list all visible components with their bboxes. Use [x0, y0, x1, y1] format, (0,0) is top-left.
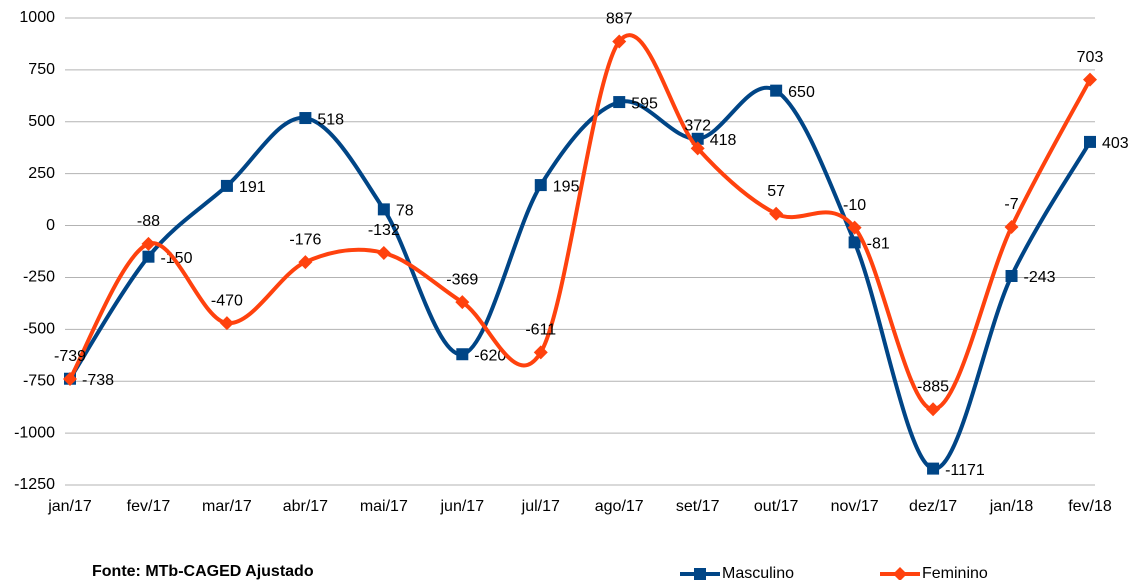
data-label: 595 [631, 95, 658, 112]
y-tick-label: -500 [23, 321, 55, 338]
y-tick-label: -750 [23, 372, 55, 389]
data-label: -738 [82, 372, 114, 389]
x-tick-label: out/17 [754, 498, 799, 515]
data-label: -620 [474, 347, 506, 364]
marker [1004, 220, 1019, 235]
data-label: -10 [843, 197, 866, 214]
series: -738-15019151878-620195595418650-81-1171… [64, 84, 1129, 479]
marker [770, 84, 783, 97]
marker [613, 96, 626, 109]
marker [534, 179, 547, 192]
legend-item: Masculino [680, 565, 794, 580]
x-tick-label: nov/17 [831, 498, 879, 515]
marker [219, 316, 234, 331]
marker [848, 236, 861, 249]
marker [455, 295, 470, 310]
marker [456, 348, 469, 361]
legend-label: Feminino [922, 565, 988, 580]
data-label: -88 [137, 213, 160, 230]
data-label: 403 [1102, 135, 1129, 152]
y-tick-label: 1000 [19, 9, 55, 26]
legend-label: Masculino [722, 565, 794, 580]
data-label: 518 [317, 111, 344, 128]
y-tick-label: 500 [28, 113, 55, 130]
x-tick-label: ago/17 [595, 498, 644, 515]
marker [142, 250, 155, 263]
data-label: -132 [368, 222, 400, 239]
x-tick-label: fev/18 [1068, 498, 1112, 515]
data-label: 195 [553, 178, 580, 195]
marker [612, 34, 627, 49]
marker [141, 236, 156, 251]
marker [690, 141, 705, 156]
y-tick-label: -1250 [14, 476, 55, 493]
x-tick-label: mar/17 [202, 498, 252, 515]
line [68, 33, 1092, 412]
marker [1084, 135, 1096, 148]
legend-item: Feminino [880, 565, 988, 580]
marker [220, 179, 233, 192]
data-label: -369 [446, 271, 478, 288]
data-label: 78 [396, 203, 414, 220]
data-label: -176 [289, 231, 321, 248]
data-label: -885 [917, 378, 949, 395]
marker [298, 255, 313, 270]
data-label: -243 [1024, 269, 1056, 286]
x-tick-label: set/17 [676, 498, 720, 515]
y-tick-label: -250 [23, 269, 55, 286]
data-label: -1171 [945, 462, 985, 479]
marker [926, 402, 941, 417]
marker [533, 345, 548, 360]
marker [377, 203, 390, 216]
data-label: -7 [1004, 196, 1018, 213]
x-tick-label: abr/17 [283, 498, 328, 515]
x-tick-label: jan/17 [47, 498, 92, 515]
x-tick-label: dez/17 [909, 498, 957, 515]
data-label: -81 [867, 236, 890, 253]
marker [927, 462, 940, 475]
marker [299, 112, 312, 125]
x-tick-label: fev/17 [127, 498, 171, 515]
data-label: 887 [606, 11, 633, 28]
y-tick-label: 750 [28, 61, 55, 78]
legend-marker [694, 568, 706, 580]
data-label: 650 [788, 84, 815, 101]
marker [847, 220, 862, 235]
data-label: 703 [1077, 49, 1104, 66]
x-tick-label: jul/17 [521, 498, 560, 515]
y-tick-label: -1000 [14, 424, 55, 441]
data-label: 191 [239, 179, 266, 196]
marker [1005, 269, 1018, 282]
data-label: 418 [710, 132, 737, 149]
x-tick-label: mai/17 [360, 498, 408, 515]
source-note: Fonte: MTb-CAGED Ajustado [92, 563, 314, 580]
y-tick-label: 250 [28, 165, 55, 182]
data-label: 57 [767, 183, 785, 200]
data-label: -739 [54, 348, 86, 365]
data-label: -470 [211, 292, 243, 309]
data-label: 372 [684, 118, 711, 135]
legend-marker [893, 567, 907, 580]
marker [769, 206, 784, 221]
marker [63, 371, 77, 386]
data-label: -611 [525, 322, 556, 339]
y-tick-label: 0 [46, 217, 55, 234]
x-tick-label: jan/18 [989, 498, 1034, 515]
marker [1083, 72, 1097, 87]
marker [376, 245, 391, 260]
x-tick-label: jun/17 [440, 498, 485, 515]
series: -739 -88 -470 -176 -132 -369 -611 887 372 57 -10 -8… [54, 11, 1103, 417]
